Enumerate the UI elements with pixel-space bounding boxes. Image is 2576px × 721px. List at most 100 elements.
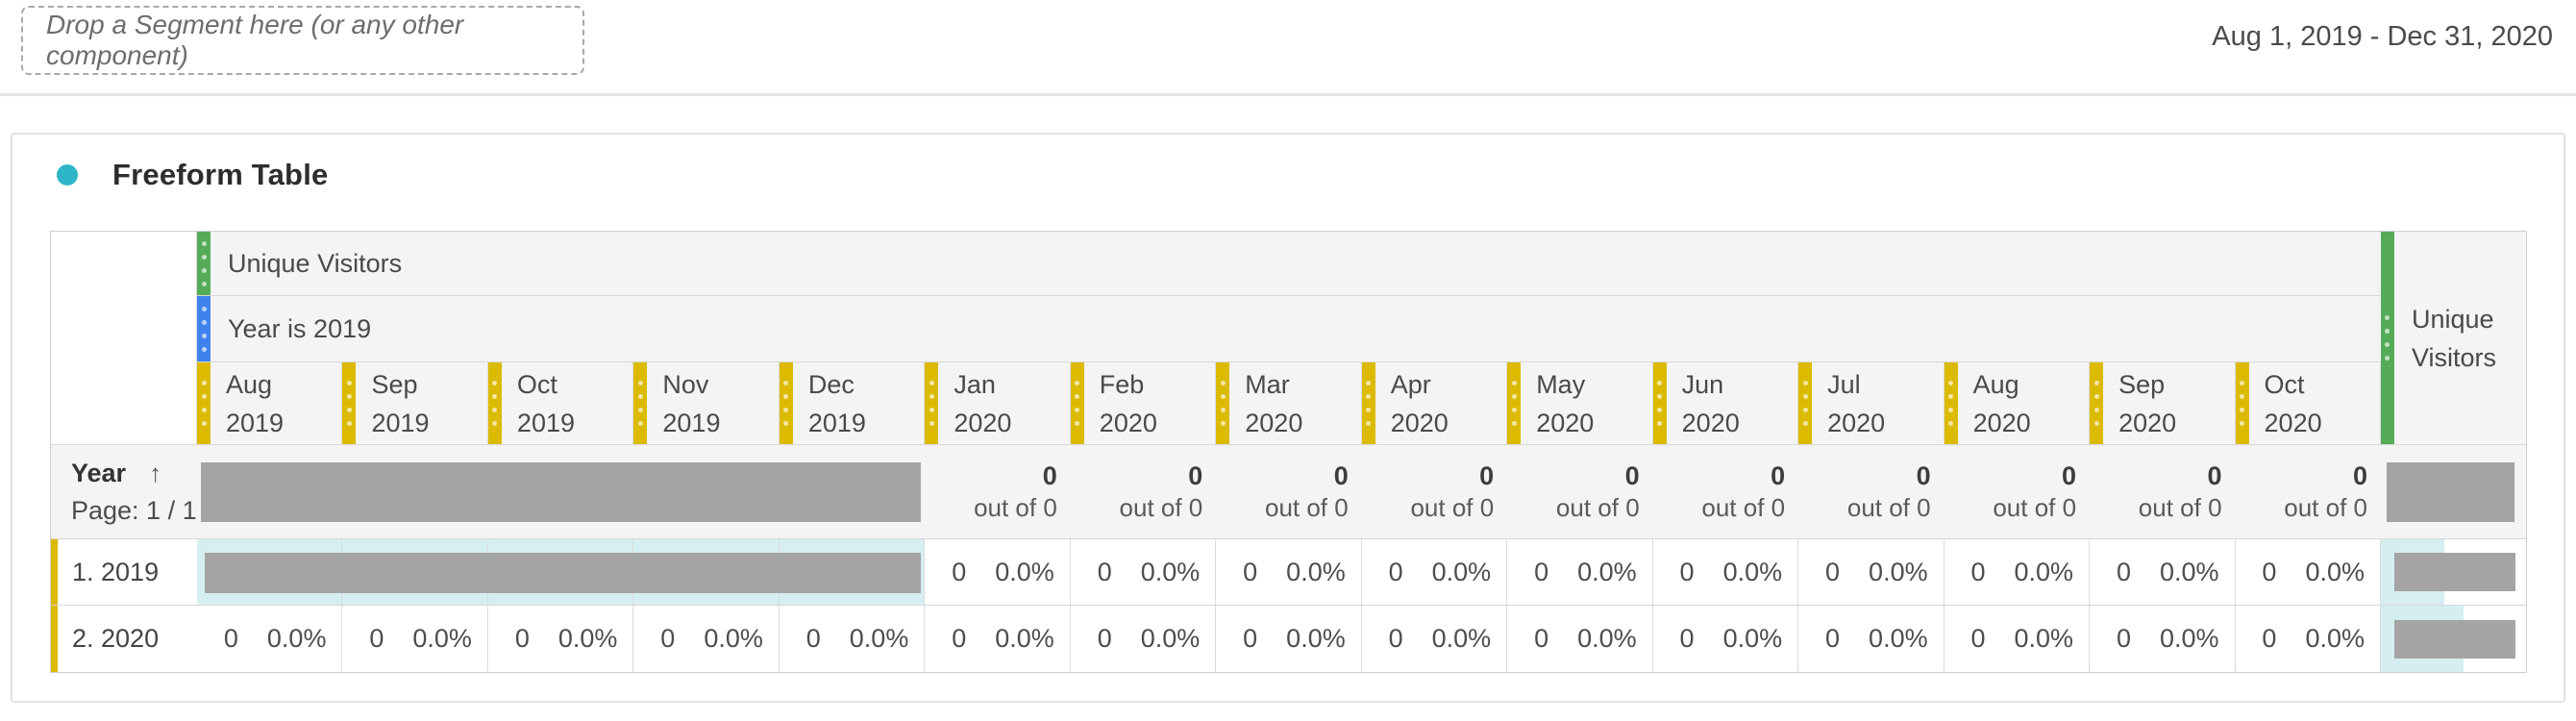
row-header-2020[interactable]: 2. 2020 [51, 606, 197, 672]
summary-cell: 0 out of 0 [2235, 444, 2381, 539]
data-cell[interactable]: 0 0.0% [2090, 539, 2236, 606]
column-drag-handle-icon [1216, 362, 1230, 444]
column-header-mar-2020[interactable]: Mar 2020 [1216, 362, 1362, 444]
summary-cell: 0 out of 0 [2090, 444, 2236, 539]
column-drag-handle-icon [1507, 362, 1522, 444]
summary-cell: 0 out of 0 [1652, 444, 1799, 539]
metric-header[interactable]: Unique Visitors [197, 232, 2381, 296]
data-cell[interactable]: 0 0.0% [1507, 606, 1653, 672]
data-cell[interactable]: 0 0.0% [1070, 606, 1217, 672]
data-cell[interactable]: 0 0.0% [197, 606, 343, 672]
column-drag-handle-icon [1361, 362, 1375, 444]
panel-title: Freeform Table [112, 158, 329, 191]
column-drag-handle-icon [779, 362, 793, 444]
column-header-jan-2020[interactable]: Jan 2020 [925, 362, 1071, 444]
summary-cell: 0 out of 0 [1507, 444, 1653, 539]
data-cell[interactable]: 0 0.0% [1652, 606, 1799, 672]
segment-dropzone-label: Drop a Segment here (or any other compon… [46, 10, 464, 70]
column-drag-handle-icon [2090, 362, 2104, 444]
data-cell[interactable]: 0 0.0% [1798, 539, 1944, 606]
total-column-header[interactable]: Unique Visitors [2380, 232, 2526, 444]
freeform-table: Unique Visitors Year is 2019 Aug 2019 Se… [50, 231, 2527, 673]
metric-drag-handle-icon [197, 232, 211, 295]
column-header-oct-2019[interactable]: Oct 2019 [487, 362, 634, 444]
summary-cell: 0 out of 0 [1361, 444, 1508, 539]
column-header-apr-2020[interactable]: Apr 2020 [1361, 362, 1508, 444]
masked-data-cell[interactable] [487, 539, 634, 606]
sort-ascending-icon[interactable]: ↑ [149, 458, 162, 487]
masked-data-cell[interactable] [633, 539, 780, 606]
column-header-may-2020[interactable]: May 2020 [1507, 362, 1653, 444]
total-cell-2019[interactable] [2380, 539, 2526, 606]
data-cell[interactable]: 0 0.0% [2235, 539, 2381, 606]
data-cell[interactable]: 0 0.0% [2090, 606, 2236, 672]
column-drag-handle-icon [1944, 362, 1958, 444]
column-drag-handle-icon [925, 362, 939, 444]
metric-drag-handle-icon [2380, 232, 2394, 444]
summary-cell: 0 out of 0 [1944, 444, 2091, 539]
workspace-screen: Drop a Segment here (or any other compon… [0, 0, 2576, 703]
column-drag-handle-icon [1070, 362, 1084, 444]
summary-cell: 0 out of 0 [1216, 444, 1362, 539]
data-cell[interactable]: 0 0.0% [1361, 539, 1508, 606]
column-drag-handle-icon [197, 362, 211, 444]
summary-masked-region [197, 444, 926, 539]
data-cell[interactable]: 0 0.0% [487, 606, 634, 672]
column-header-aug-2020[interactable]: Aug 2020 [1944, 362, 2091, 444]
column-header-sep-2020[interactable]: Sep 2020 [2090, 362, 2236, 444]
summary-cell: 0 out of 0 [925, 444, 1071, 539]
data-cell[interactable]: 0 0.0% [1798, 606, 1944, 672]
data-cell[interactable]: 0 0.0% [1944, 606, 2091, 672]
pagination-label: Page: 1 / 1 R [71, 495, 197, 525]
data-cell[interactable]: 0 0.0% [1216, 606, 1362, 672]
data-cell[interactable]: 0 0.0% [1507, 539, 1653, 606]
masked-data-cell[interactable] [779, 539, 926, 606]
data-cell[interactable]: 0 0.0% [925, 539, 1071, 606]
segment-dropzone[interactable]: Drop a Segment here (or any other compon… [21, 6, 584, 75]
row-header-2019[interactable]: 1. 2019 [51, 539, 197, 606]
column-drag-handle-icon [633, 362, 648, 444]
data-cell[interactable]: 0 0.0% [1070, 539, 1217, 606]
dimension-label: Year ↑ [71, 458, 162, 487]
data-cell[interactable]: 0 0.0% [1652, 539, 1799, 606]
data-cell[interactable]: 0 0.0% [633, 606, 780, 672]
dimension-header-cell[interactable]: Year↑ Page: 1 / 1 R [51, 444, 197, 539]
data-cell[interactable]: 0 0.0% [1361, 606, 1508, 672]
segment-header[interactable]: Year is 2019 [197, 296, 2381, 362]
masked-value-bar [2393, 553, 2515, 591]
data-cell[interactable]: 0 0.0% [925, 606, 1071, 672]
column-header-sep-2019[interactable]: Sep 2019 [342, 362, 488, 444]
data-cell[interactable]: 0 0.0% [1944, 539, 2091, 606]
column-header-nov-2019[interactable]: Nov 2019 [633, 362, 780, 444]
column-drag-handle-icon [487, 362, 502, 444]
total-cell-2020[interactable] [2380, 606, 2526, 672]
column-header-jul-2020[interactable]: Jul 2020 [1798, 362, 1944, 444]
panel-header: Freeform Table [12, 135, 2564, 192]
data-cell[interactable]: 0 0.0% [2235, 606, 2381, 672]
masked-value-bar [2386, 461, 2514, 522]
row-accent-bar [51, 606, 58, 672]
masked-data-cell[interactable] [197, 539, 343, 606]
masked-value-bar [2393, 619, 2515, 659]
column-header-jun-2020[interactable]: Jun 2020 [1652, 362, 1799, 444]
column-header-feb-2020[interactable]: Feb 2020 [1070, 362, 1217, 444]
top-bar: Drop a Segment here (or any other compon… [0, 0, 2576, 93]
date-range[interactable]: Aug 1, 2019 - Dec 31, 2020 [2212, 21, 2553, 52]
column-drag-handle-icon [1652, 362, 1667, 444]
column-drag-handle-icon [1798, 362, 1813, 444]
column-header-aug-2019[interactable]: Aug 2019 [197, 362, 343, 444]
summary-cell: 0 out of 0 [1798, 444, 1944, 539]
panel-accent-dot [57, 164, 78, 186]
data-cell[interactable]: 0 0.0% [779, 606, 926, 672]
table-corner-cell [51, 232, 197, 444]
column-header-dec-2019[interactable]: Dec 2019 [779, 362, 926, 444]
summary-total-cell [2380, 444, 2526, 539]
masked-data-cell[interactable] [342, 539, 488, 606]
data-cell[interactable]: 0 0.0% [1216, 539, 1362, 606]
freeform-table-panel: Freeform Table Unique Visitors Year is 2… [11, 133, 2565, 703]
divider [0, 93, 2576, 96]
column-drag-handle-icon [342, 362, 357, 444]
summary-cell: 0 out of 0 [1070, 444, 1217, 539]
data-cell[interactable]: 0 0.0% [342, 606, 488, 672]
column-header-oct-2020[interactable]: Oct 2020 [2235, 362, 2381, 444]
